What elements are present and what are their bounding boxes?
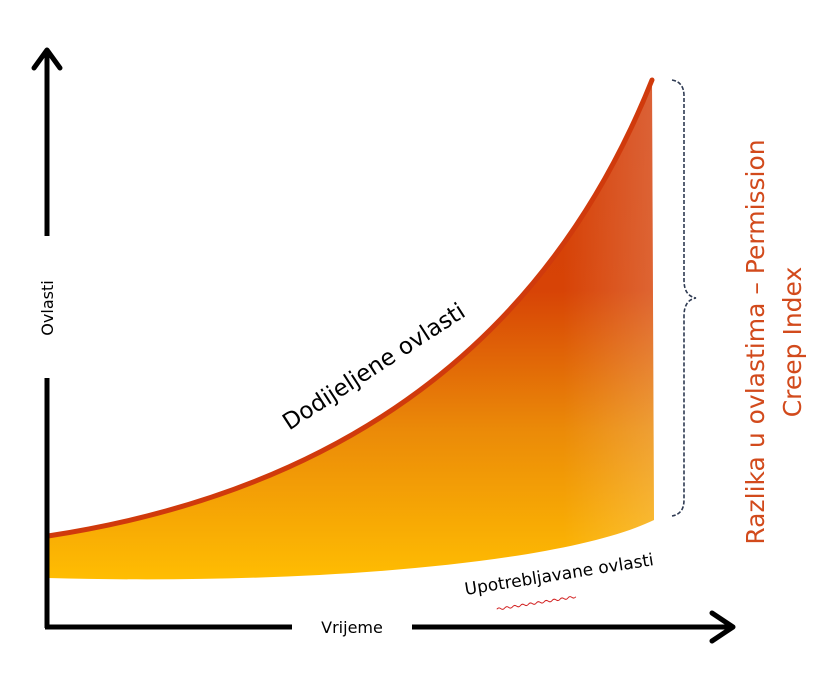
x-axis-arrow-icon xyxy=(709,610,736,644)
gap-label-line1: Razlika u ovlastima – Permission xyxy=(741,139,770,544)
x-axis xyxy=(45,610,736,644)
granted-permissions-line xyxy=(45,77,655,539)
y-axis-arrow-icon xyxy=(31,47,63,71)
gap-label-line2: Creep Index xyxy=(778,267,807,418)
x-axis-label: Vrijeme xyxy=(321,618,383,637)
spellcheck-underline xyxy=(496,596,577,610)
gap-brace xyxy=(671,79,697,517)
y-axis-label: Ovlasti xyxy=(38,280,57,335)
permission-gap-sheen xyxy=(48,80,654,580)
y-axis xyxy=(31,47,63,628)
